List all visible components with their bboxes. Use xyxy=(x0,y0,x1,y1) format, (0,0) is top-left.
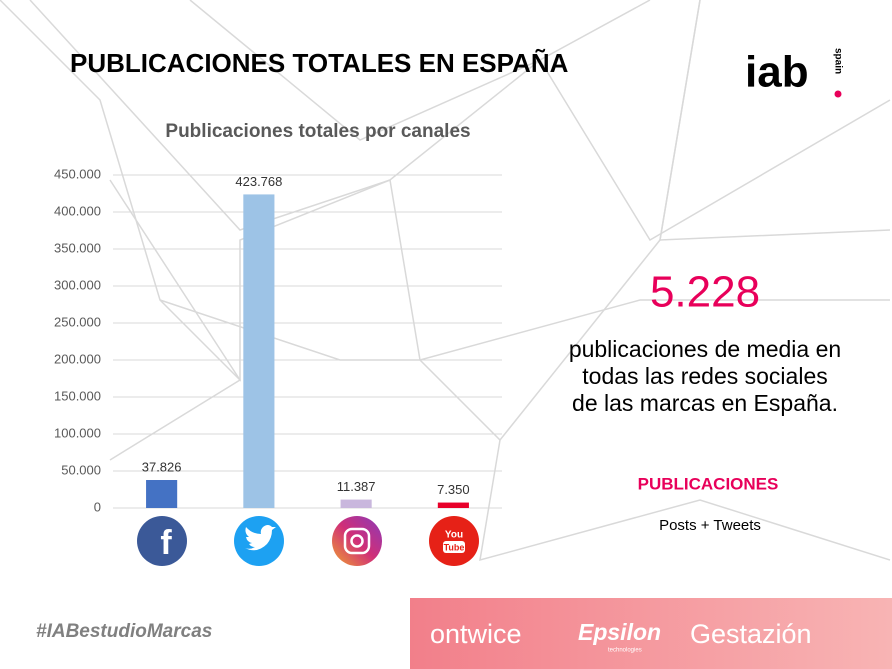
y-tick-label: 450.000 xyxy=(54,166,101,181)
value-label: 423.768 xyxy=(235,174,282,189)
logo: iab xyxy=(745,48,809,97)
y-tick-label: 50.000 xyxy=(61,462,101,477)
footer-band xyxy=(410,598,892,669)
highlight-line: de las marcas en España. xyxy=(572,390,838,416)
brand: Gestazión xyxy=(690,619,812,649)
highlight-line: publicaciones de media en xyxy=(569,336,841,362)
icons: f You Tube xyxy=(137,516,479,566)
y-tick-label: 350.000 xyxy=(54,240,101,255)
logo-dot xyxy=(834,90,842,98)
y-tick-label: 200.000 xyxy=(54,351,101,366)
highlight-number: 5.228 xyxy=(650,268,760,317)
brand: ontwice xyxy=(430,619,522,649)
value-label: 37.826 xyxy=(142,459,182,474)
slide-title: PUBLICACIONES TOTALES EN ESPAÑA xyxy=(70,48,569,78)
bar xyxy=(146,480,178,508)
highlight-note: Posts + Tweets xyxy=(659,517,761,534)
youtube-tube: Tube xyxy=(444,542,465,552)
bar xyxy=(437,502,469,508)
bar xyxy=(243,194,275,508)
y-tick-label: 100.000 xyxy=(54,425,101,440)
instagram-icon xyxy=(332,516,382,566)
instagram-glyph xyxy=(343,527,371,555)
y-tick-label: 400.000 xyxy=(54,203,101,218)
background-lines xyxy=(0,0,891,562)
facebook-glyph: f xyxy=(160,524,172,562)
value-label: 7.350 xyxy=(437,482,470,497)
y-tick-label: 0 xyxy=(94,499,101,514)
y-tick-label: 300.000 xyxy=(54,277,101,292)
y-tick-label: 150.000 xyxy=(54,388,101,403)
value-label: 11.387 xyxy=(337,479,376,494)
facebook-icon xyxy=(137,516,187,566)
highlight-line: todas las redes sociales xyxy=(582,363,827,389)
twitter-glyph xyxy=(245,525,276,551)
hashtag: #IABestudioMarcas xyxy=(36,621,212,642)
y-tick-label: 250.000 xyxy=(54,314,101,329)
highlight-label: PUBLICACIONES xyxy=(638,474,779,493)
youtube-glyph: You xyxy=(445,530,463,541)
bar xyxy=(340,499,372,508)
instagram-lens xyxy=(350,534,364,548)
logo-sub: spain xyxy=(832,48,843,74)
brand-sub: technologies xyxy=(608,648,642,654)
chart-title: Publicaciones totales por canales xyxy=(165,121,470,142)
youtube-box xyxy=(443,541,465,553)
brand: Epsilon xyxy=(578,619,661,645)
